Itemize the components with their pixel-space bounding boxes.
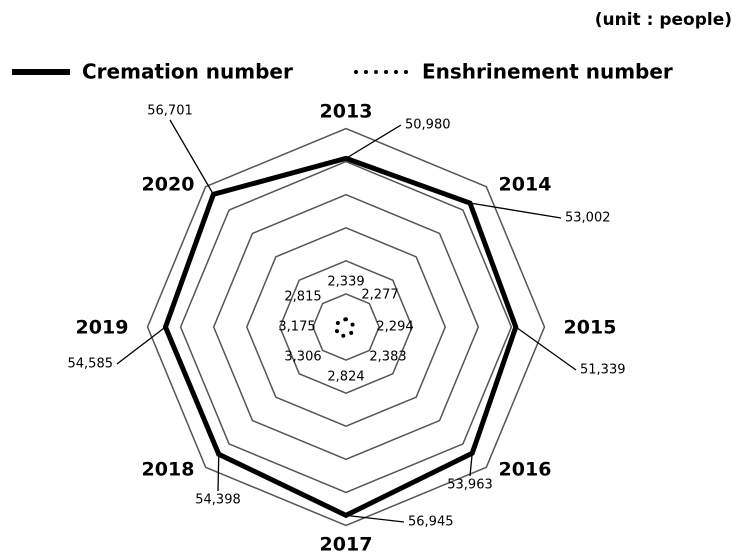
leader-line [469, 202, 562, 219]
axis-label: 2015 [564, 317, 617, 339]
data-label: 2,339 [327, 275, 364, 290]
data-label: 51,339 [580, 363, 626, 378]
leader-line [169, 119, 214, 195]
leader-line [515, 326, 577, 371]
data-label: 50,980 [405, 118, 451, 133]
data-label: 2,815 [284, 290, 321, 305]
axis-label: 2013 [320, 101, 373, 123]
unit-label: (unit : people) [595, 10, 732, 30]
axis-label: 2020 [142, 174, 195, 196]
leader-line [469, 453, 473, 477]
axis-label: 2017 [320, 534, 373, 553]
data-label: 3,306 [284, 350, 321, 365]
data-label: 2,277 [361, 288, 398, 303]
legend-label: Enshrinement number [422, 60, 673, 84]
legend-label: Cremation number [82, 60, 293, 84]
axis-label: 2014 [499, 174, 552, 196]
grid-ring [179, 160, 513, 494]
data-label: 54,585 [68, 357, 114, 372]
leader-line [345, 124, 402, 159]
data-label: 2,294 [376, 320, 413, 335]
data-label: 53,002 [565, 211, 611, 226]
axis-label: 2018 [142, 459, 195, 481]
grid-ring [146, 127, 546, 527]
axis-label: 2019 [76, 317, 129, 339]
leader-line [116, 326, 166, 365]
data-label: 2,383 [369, 350, 406, 365]
axis-label: 2016 [499, 459, 552, 481]
leader-line [217, 454, 220, 492]
series-line [333, 317, 356, 339]
data-label: 56,701 [147, 104, 193, 119]
grid-ring [245, 226, 447, 428]
data-label: 3,175 [278, 320, 315, 335]
data-label: 54,398 [195, 493, 241, 508]
data-label: 56,945 [408, 515, 454, 530]
grid-ring [312, 293, 380, 361]
data-label: 53,963 [447, 478, 493, 493]
data-label: 2,824 [327, 370, 364, 385]
leader-line [345, 514, 405, 523]
grid-ring [279, 260, 413, 394]
grid-ring [212, 193, 480, 461]
